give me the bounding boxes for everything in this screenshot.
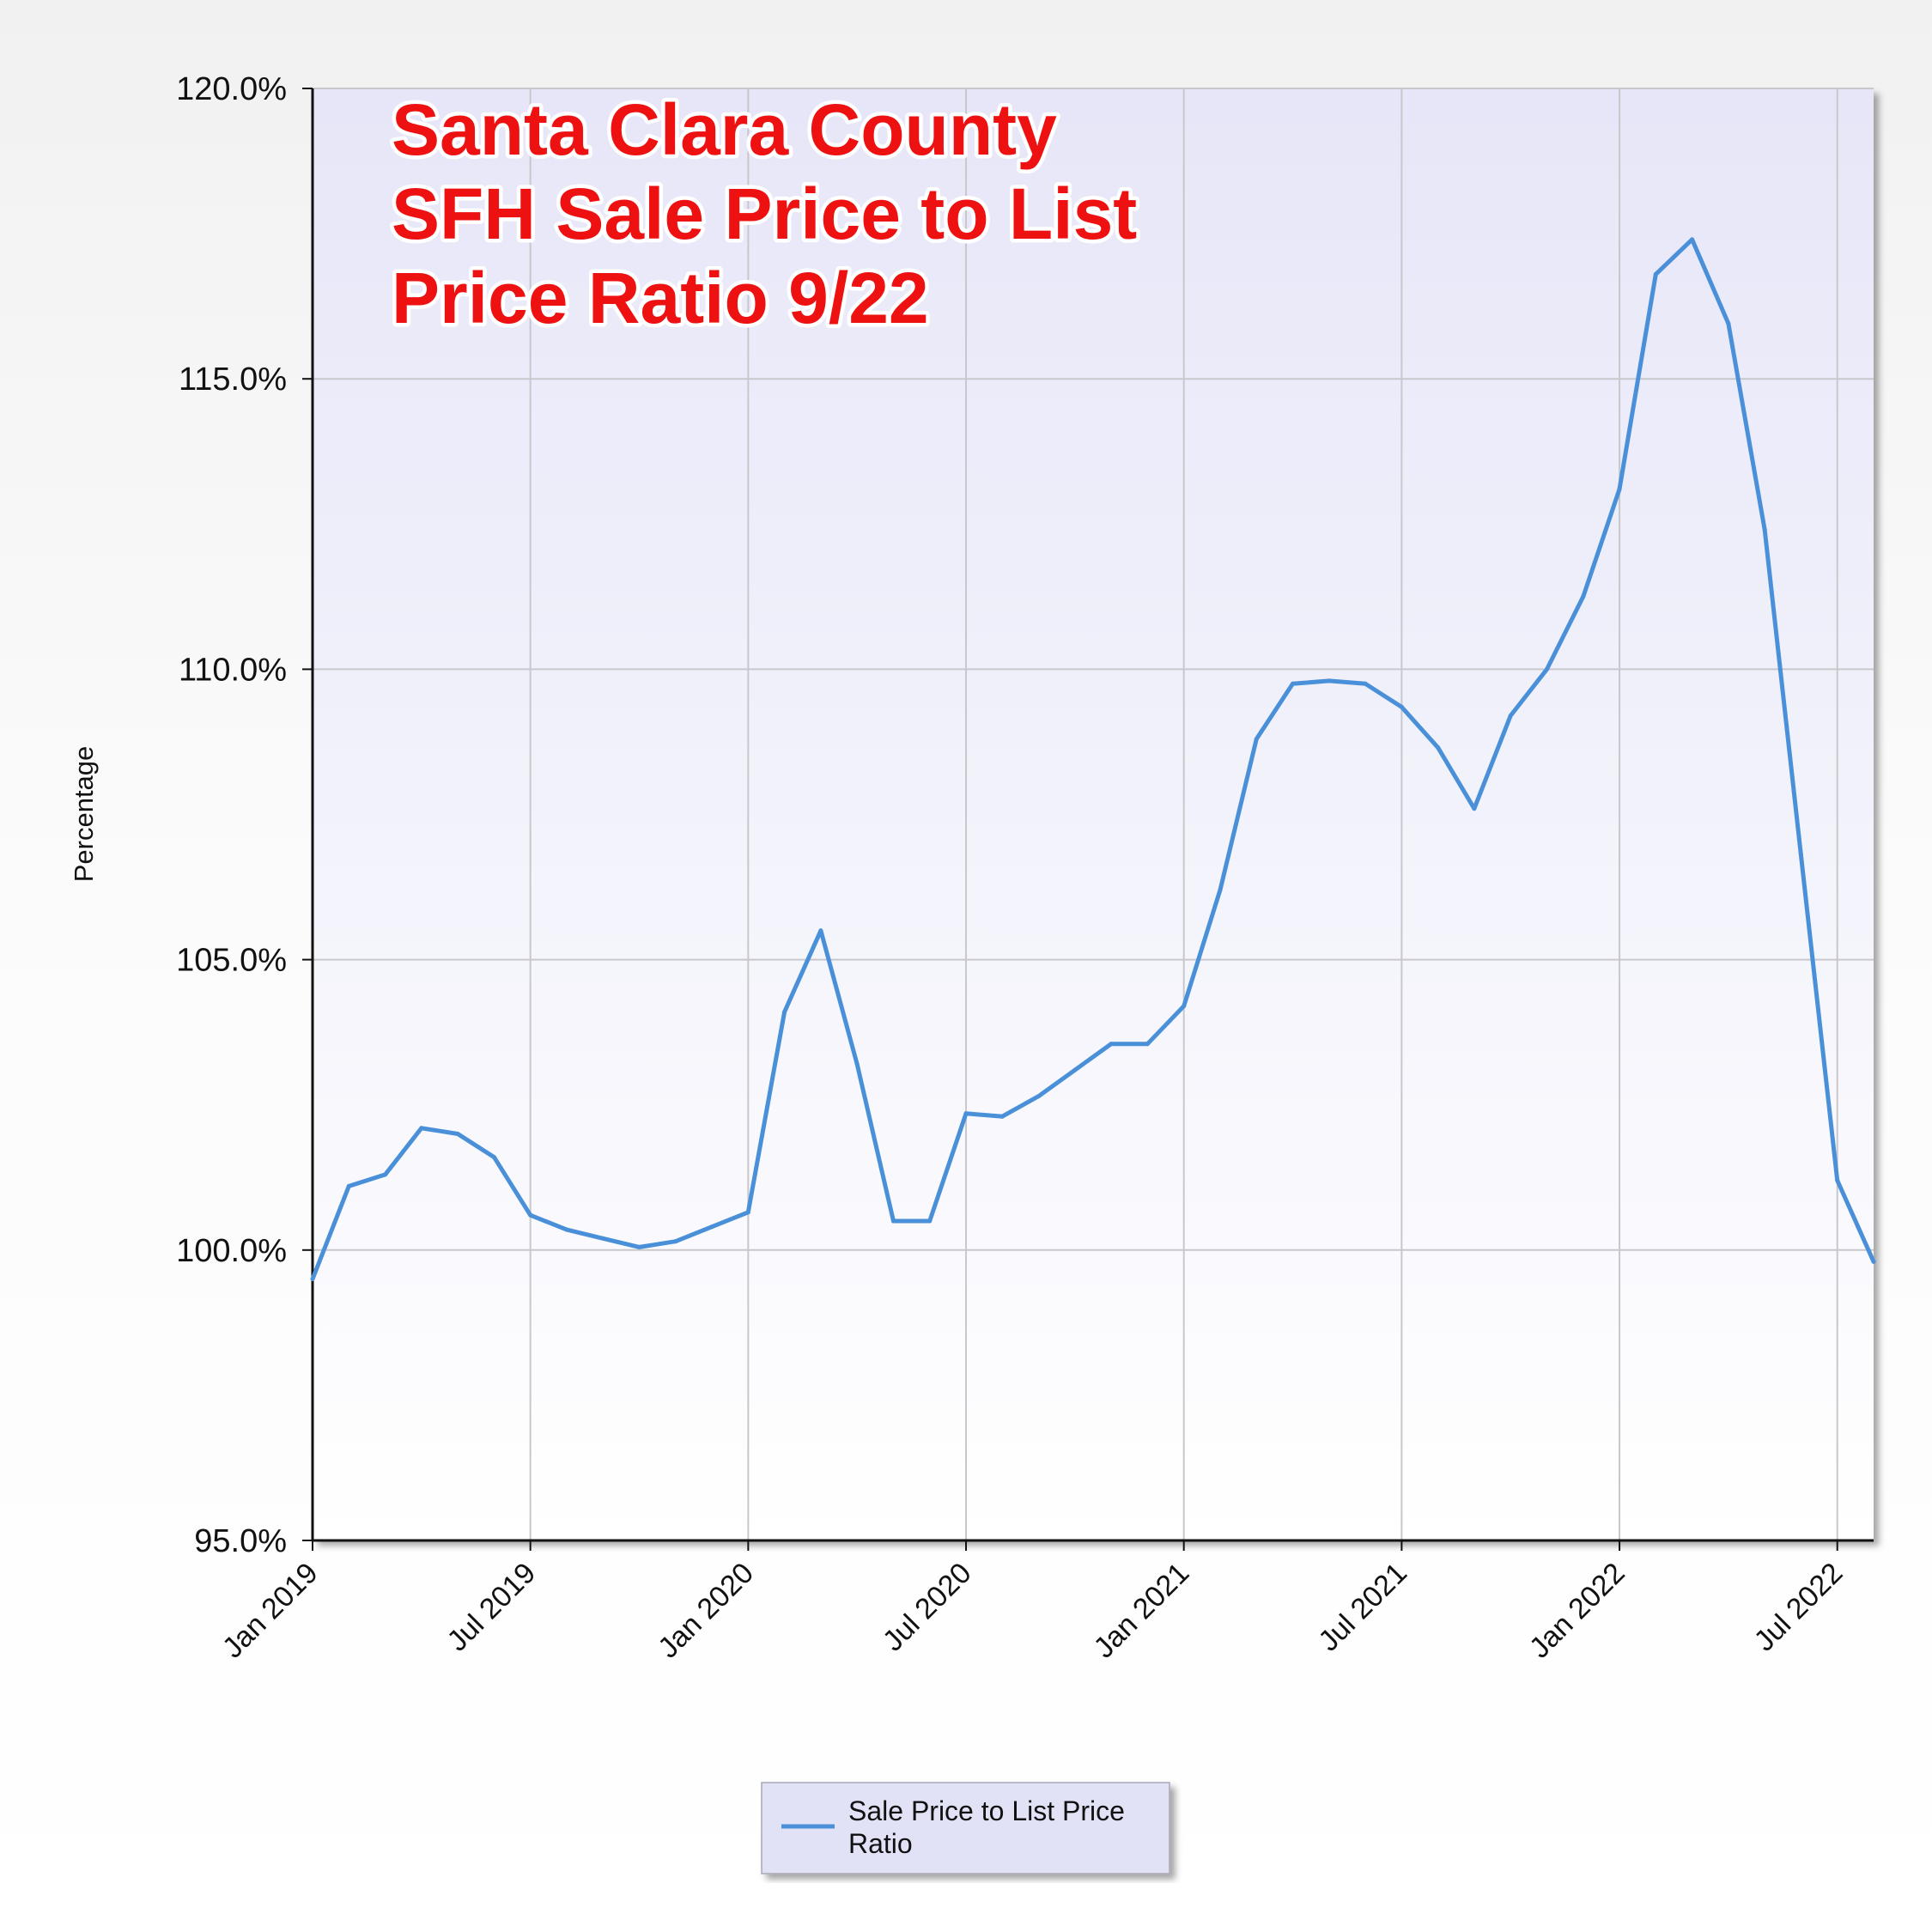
- data-point: [1218, 887, 1223, 892]
- data-point: [528, 1212, 533, 1218]
- data-point: [1399, 704, 1404, 709]
- data-point: [745, 1210, 750, 1215]
- data-point: [963, 1111, 969, 1116]
- data-point: [927, 1218, 933, 1224]
- x-tick-label: Jan 2019: [216, 1557, 325, 1665]
- data-point: [1145, 1042, 1150, 1047]
- chart-annotation-line-1: Santa Clara County: [392, 89, 1057, 170]
- data-point: [1254, 737, 1259, 742]
- data-point: [419, 1126, 424, 1131]
- y-axis-ticks: 95.0% 100.0% 105.0% 110.0% 115.0% 120.0%: [176, 71, 313, 1559]
- data-point: [383, 1172, 388, 1177]
- data-point: [1291, 681, 1295, 686]
- data-point: [1835, 1178, 1840, 1183]
- data-point: [673, 1239, 678, 1244]
- data-point: [600, 1236, 605, 1241]
- data-point: [1363, 681, 1368, 686]
- data-point: [1690, 237, 1695, 242]
- data-point: [1871, 1259, 1876, 1264]
- data-point: [1472, 806, 1477, 811]
- data-point: [1726, 321, 1731, 326]
- y-tick-label: 110.0%: [179, 652, 287, 688]
- data-point: [1072, 1067, 1078, 1072]
- data-point: [1798, 853, 1803, 858]
- x-tick-label: Jul 2020: [877, 1557, 978, 1658]
- data-point: [637, 1244, 641, 1249]
- data-point: [891, 1218, 896, 1224]
- x-tick-label: Jan 2021: [1088, 1557, 1196, 1665]
- data-point: [1036, 1094, 1042, 1099]
- data-point: [1182, 1004, 1187, 1009]
- data-point: [999, 1114, 1005, 1119]
- data-point: [1581, 594, 1586, 599]
- data-point: [1109, 1042, 1114, 1047]
- chart-annotation-line-3: Price Ratio 9/22: [392, 258, 929, 338]
- chart-annotation-line-2: SFH Sale Price to List: [392, 173, 1137, 254]
- x-tick-label: Jul 2021: [1312, 1557, 1413, 1658]
- legend: Sale Price to List Price Ratio: [761, 1782, 1170, 1874]
- data-point: [818, 928, 823, 933]
- data-point: [854, 1061, 860, 1066]
- y-tick-label: 100.0%: [176, 1233, 287, 1269]
- series-line: [310, 237, 1876, 1282]
- legend-label-line-2: Ratio: [848, 1828, 913, 1859]
- x-tick-label: Jan 2022: [1523, 1557, 1631, 1665]
- data-point: [1617, 487, 1622, 492]
- x-tick-label: Jan 2020: [652, 1557, 760, 1665]
- series-group: [310, 237, 1876, 1282]
- data-point: [709, 1224, 714, 1230]
- gridlines: [312, 88, 1874, 1541]
- data-point: [1436, 745, 1441, 750]
- data-point: [1545, 666, 1549, 671]
- data-point: [346, 1183, 351, 1188]
- data-point: [1653, 271, 1658, 276]
- data-point: [782, 1010, 787, 1014]
- y-tick-label: 120.0%: [176, 71, 287, 107]
- plot-area: [313, 88, 1874, 1540]
- data-point: [491, 1155, 496, 1160]
- y-tick-label: 95.0%: [194, 1523, 287, 1559]
- y-tick-label: 105.0%: [176, 943, 287, 979]
- data-point: [1762, 527, 1767, 532]
- data-point: [455, 1132, 460, 1136]
- data-point: [1508, 714, 1513, 718]
- x-tick-label: Jul 2022: [1748, 1557, 1850, 1658]
- legend-label-line-1: Sale Price to List Price: [848, 1795, 1125, 1826]
- y-tick-label: 115.0%: [179, 361, 287, 398]
- data-point: [310, 1277, 315, 1282]
- x-tick-label: Jul 2019: [441, 1557, 543, 1658]
- x-axis-ticks: Jan 2019 Jul 2019 Jan 2020 Jul 2020 Jan 2021…: [216, 1540, 1850, 1665]
- data-point: [564, 1227, 569, 1232]
- y-axis-label: Percentage: [69, 746, 99, 883]
- data-point: [1327, 678, 1332, 683]
